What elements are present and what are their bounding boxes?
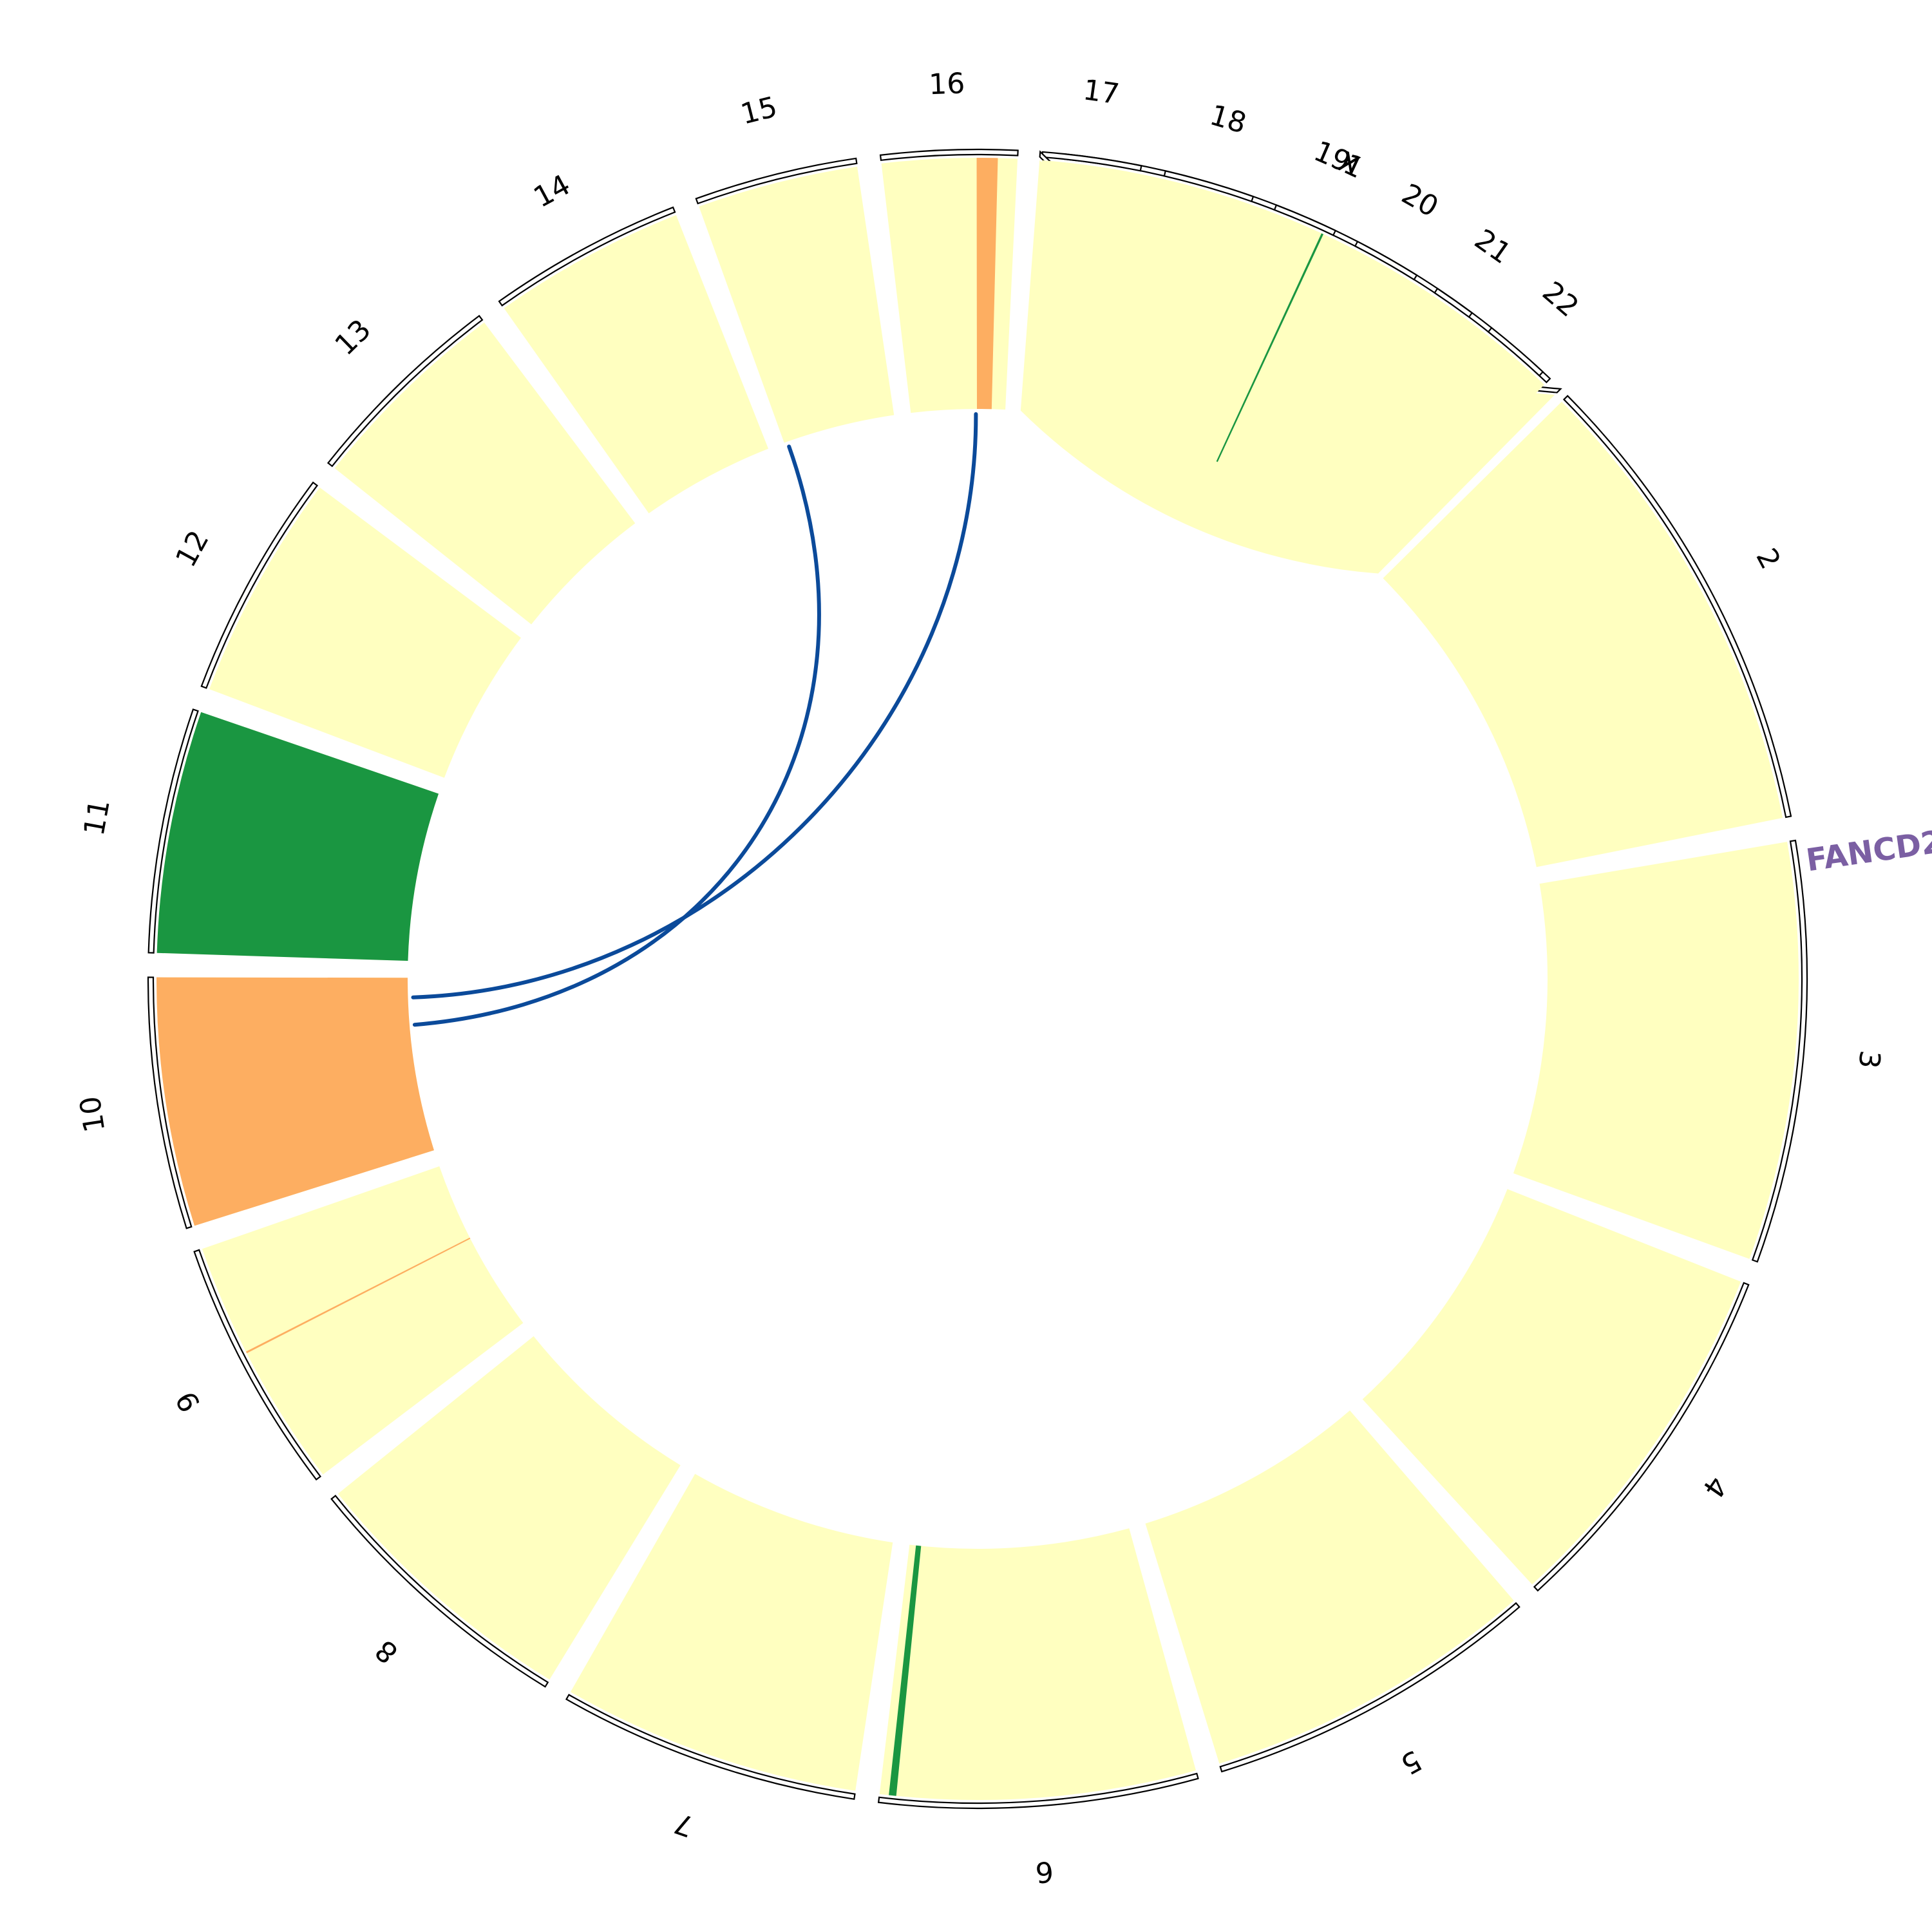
cnv-track — [156, 157, 1799, 1800]
chromosome-label-8: 8 — [369, 1633, 404, 1670]
chromosome-label-6: 6 — [1034, 1855, 1055, 1889]
chromosome-label-20: 20 — [1396, 178, 1444, 224]
track-band-chr1-loss — [1216, 233, 1324, 462]
chromosome-label-10: 10 — [74, 1094, 112, 1135]
ideogram-segment-chr21 — [1434, 287, 1473, 318]
ideogram-segment-chr4 — [1533, 1282, 1750, 1592]
chromosome-label-16: 16 — [928, 67, 965, 101]
ideogram-segment-chr3 — [1751, 839, 1808, 1263]
ideogram-segment-chr14 — [498, 206, 676, 307]
track-band-chr9-neutral — [202, 1166, 524, 1475]
ideogram-segment-chr7 — [565, 1694, 856, 1800]
chromosome-label-21: 21 — [1468, 223, 1517, 270]
chromosome-label-12: 12 — [169, 525, 216, 573]
chromosome-label-17: 17 — [1081, 73, 1122, 111]
track-band-chr15-neutral — [699, 166, 895, 443]
ideogram-segment-chr12 — [200, 481, 319, 689]
chromosome-label-5: 5 — [1395, 1743, 1426, 1781]
link-layer — [411, 412, 978, 1027]
ideogram-segment-chr9 — [193, 1249, 322, 1481]
track-band-chr7-neutral — [570, 1473, 893, 1791]
ideogram-segment-chr19 — [1273, 204, 1337, 236]
track-band-chr6-neutral — [879, 1528, 1197, 1800]
gene-label-fancd2: FANCD2 — [1804, 824, 1932, 878]
chromosome-label-9: 9 — [169, 1386, 207, 1417]
ideogram-segment-chr20 — [1354, 240, 1418, 281]
track-band-chr5-neutral — [1145, 1410, 1514, 1764]
gene-labels: FANCD2 — [1804, 824, 1932, 878]
ideogram-segment-chr8 — [330, 1495, 549, 1688]
track-band-chr12-neutral — [209, 487, 521, 778]
ideogram-segment-chr22 — [1487, 327, 1544, 377]
track-band-chr16-gain — [976, 157, 998, 410]
track-band-chr11-loss — [156, 712, 439, 961]
link-chr10-chr16-0 — [411, 412, 978, 999]
track-band-chr10-gain — [156, 977, 434, 1226]
chromosome-label-4: 4 — [1696, 1470, 1733, 1504]
ideogram-segment-chr11 — [147, 708, 199, 954]
ideogram-segment-chr15 — [695, 157, 858, 205]
track-band-chr14-neutral — [504, 215, 769, 514]
track-band-chr16-neutral — [881, 158, 1018, 413]
track-band-chr3-neutral — [1513, 842, 1799, 1259]
chromosome-label-3: 3 — [1852, 1049, 1886, 1070]
link-chr10-chr15-1 — [412, 444, 821, 1027]
ideogram-segment-chr5 — [1219, 1602, 1520, 1773]
chromosome-label-11: 11 — [78, 797, 117, 838]
chromosome-label-7: 7 — [670, 1806, 698, 1842]
ideogram-ring — [147, 148, 1808, 1810]
ideogram-segment-chr17 — [1041, 151, 1142, 172]
ideogram-segment-chr2 — [1562, 395, 1792, 819]
track-band-chr6-loss — [889, 1545, 922, 1796]
ideogram-segment-chr16 — [879, 148, 1019, 162]
track-band-chrX-neutral — [1020, 160, 1555, 574]
chromosome-label-13: 13 — [328, 313, 377, 362]
ideogram-segment-chr13 — [327, 314, 484, 468]
track-band-chr9-gain — [245, 1237, 471, 1354]
track-band-chr8-neutral — [337, 1336, 681, 1680]
track-band-chr2-neutral — [1383, 401, 1783, 867]
chromosome-label-2: 2 — [1749, 543, 1786, 574]
track-band-chr4-neutral — [1362, 1189, 1741, 1585]
chromosome-label-18: 18 — [1206, 99, 1250, 140]
track-band-chr13-neutral — [334, 322, 636, 625]
chromosome-label-15: 15 — [737, 91, 781, 131]
ideogram-segment-chr6 — [877, 1772, 1199, 1810]
ideogram-segment-chr10 — [147, 976, 193, 1229]
chromosome-label-22: 22 — [1536, 275, 1585, 323]
chromosome-label-14: 14 — [528, 168, 576, 214]
ideogram-segment-chr18 — [1163, 170, 1255, 203]
